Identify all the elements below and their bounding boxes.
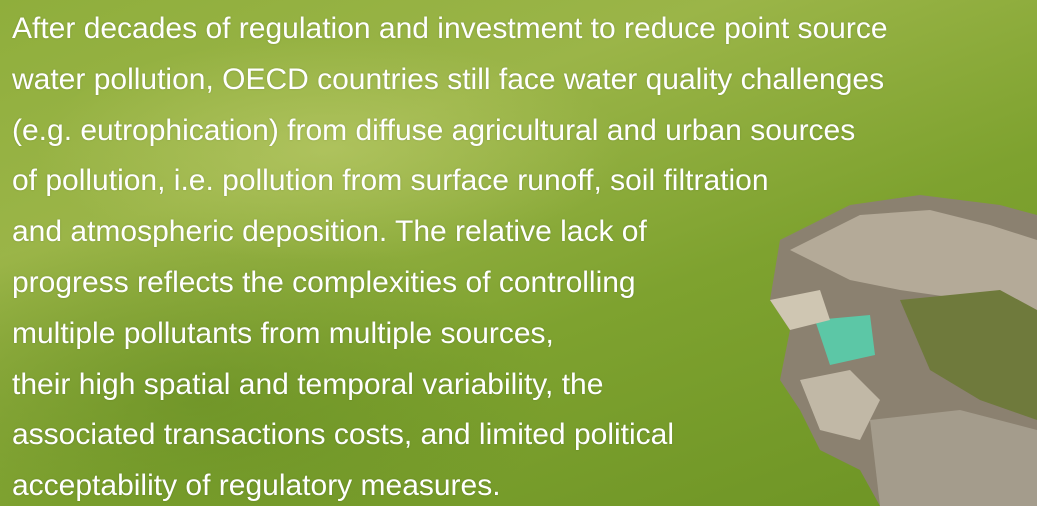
page: After decades of regulation and investme… [0,0,1037,506]
paragraph: After decades of regulation and investme… [12,4,888,506]
text-line: progress reflects the complexities of co… [12,258,888,309]
text-line: After decades of regulation and investme… [12,4,888,55]
text-line: of pollution, i.e. pollution from surfac… [12,156,888,207]
text-line: water pollution, OECD countries still fa… [12,55,888,106]
text-line: acceptability of regulatory measures. [12,461,888,506]
text-line: multiple pollutants from multiple source… [12,309,888,360]
rock [870,410,1037,506]
text-line: their high spatial and temporal variabil… [12,360,888,411]
text-line: associated transactions costs, and limit… [12,410,888,461]
text-line: (e.g. eutrophication) from diffuse agric… [12,106,888,157]
text-line: and atmospheric deposition. The relative… [12,207,888,258]
